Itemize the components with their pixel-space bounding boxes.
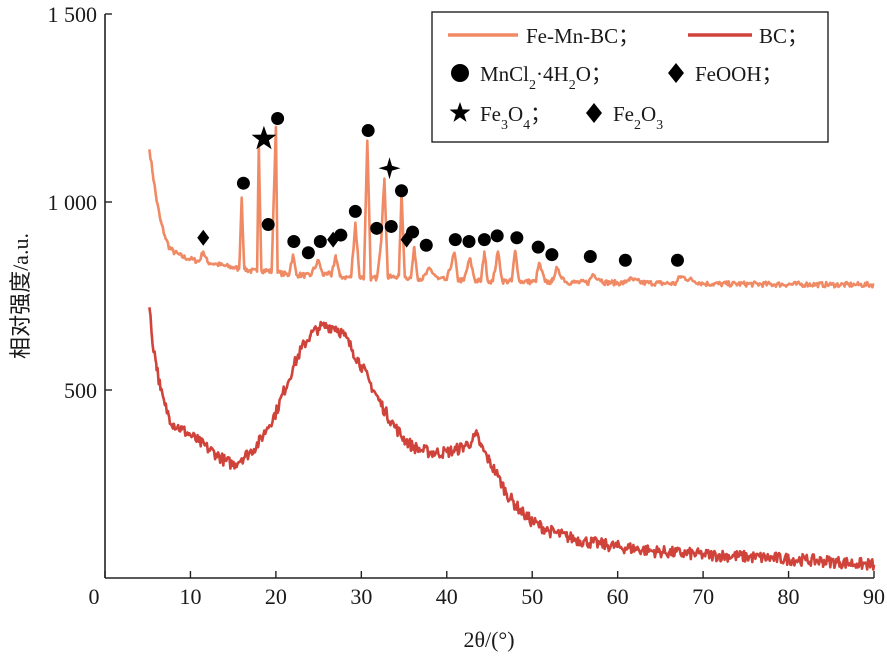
mncl2-peak-marker — [261, 218, 275, 232]
x-tick-label: 20 — [265, 584, 287, 609]
x-tick-label: 10 — [179, 584, 201, 609]
x-tick-label: 0 — [89, 584, 100, 609]
diamond-marker-icon — [586, 103, 602, 123]
mncl2-peak-marker — [490, 229, 504, 243]
x-tick-label: 80 — [778, 584, 800, 609]
mncl2-peak-marker — [477, 233, 491, 247]
mncl2-peak-marker — [670, 253, 684, 267]
mncl2-peak-marker — [370, 221, 384, 235]
iron-oxide-peak-marker — [197, 229, 210, 246]
y-tick-label: 500 — [64, 378, 97, 403]
legend-label-bc: BC； — [759, 24, 808, 48]
x-tick-label: 70 — [692, 584, 714, 609]
mncl2-peak-marker — [394, 184, 408, 198]
fe3o4-peak-marker — [378, 157, 401, 180]
mncl2-peak-marker — [287, 234, 301, 248]
fe3o4-peak-marker — [251, 125, 277, 150]
legend-label-mncl2: MnCl2·4H2O； — [480, 62, 612, 93]
x-tick-label: 30 — [350, 584, 372, 609]
mncl2-peak-marker — [545, 248, 559, 262]
legend-label-fe2o3: Fe2O3 — [613, 102, 663, 133]
circle-marker-icon — [451, 64, 469, 82]
mncl2-peak-marker — [301, 246, 315, 260]
mncl2-peak-marker — [618, 253, 632, 267]
star-marker-icon — [449, 102, 471, 122]
mncl2-peak-marker — [334, 228, 348, 242]
mncl2-peak-marker — [448, 233, 462, 247]
diamond-marker-icon — [668, 63, 684, 83]
mncl2-peak-marker — [271, 112, 285, 126]
y-tick-label: 1 500 — [48, 2, 98, 27]
legend-label-fe-mn-bc: Fe-Mn-BC； — [526, 24, 639, 48]
mncl2-peak-marker — [348, 204, 362, 218]
tick-layer: 0 10 20 30 40 50 60 70 80 90 500 1 000 1 500 — [48, 2, 886, 609]
mncl2-peak-marker — [236, 176, 250, 190]
legend-label-fe3o4: Fe3O4； — [480, 102, 551, 133]
x-tick-label: 90 — [863, 584, 885, 609]
mncl2-peak-marker — [510, 231, 524, 245]
y-axis-title: 相对强度/a.u. — [8, 233, 33, 359]
mncl2-peak-marker — [361, 124, 375, 138]
mncl2-peak-marker — [531, 240, 545, 254]
legend: Fe-Mn-BC； BC； MnCl2·4H2O； FeOOH； Fe3O4； … — [431, 11, 829, 143]
x-tick-label: 40 — [436, 584, 458, 609]
mncl2-peak-marker — [419, 238, 433, 252]
mncl2-peak-marker — [583, 250, 597, 264]
mncl2-peak-marker — [384, 219, 398, 233]
series-layer — [148, 125, 876, 571]
mncl2-peak-marker — [406, 225, 420, 239]
y-tick-label: 1 000 — [48, 190, 98, 215]
x-tick-label: 60 — [607, 584, 629, 609]
series-line-bc — [148, 307, 876, 571]
x-tick-label: 50 — [521, 584, 543, 609]
series-line-fe-mn-bc — [148, 125, 875, 289]
x-axis-title: 2θ/(°) — [463, 627, 514, 652]
mncl2-peak-marker — [462, 234, 476, 248]
legend-label-feooh: FeOOH； — [695, 62, 783, 86]
mncl2-peak-marker — [313, 234, 327, 248]
marker-layer — [197, 112, 684, 267]
